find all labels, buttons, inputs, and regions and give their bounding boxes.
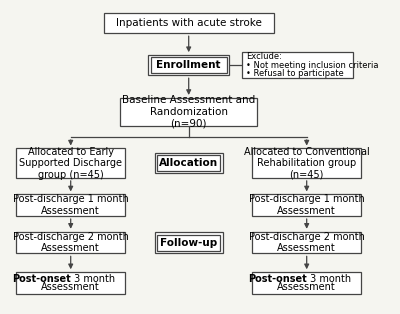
Text: Inpatients with acute stroke: Inpatients with acute stroke — [116, 18, 262, 28]
FancyBboxPatch shape — [16, 194, 125, 216]
FancyBboxPatch shape — [16, 232, 125, 253]
FancyBboxPatch shape — [252, 272, 361, 294]
Text: Baseline Assessment and
Randomization
(n=90): Baseline Assessment and Randomization (n… — [122, 95, 255, 128]
FancyBboxPatch shape — [252, 232, 361, 253]
Text: • Refusal to participate: • Refusal to participate — [246, 69, 344, 78]
FancyBboxPatch shape — [242, 52, 353, 78]
Text: Post-onset: Post-onset — [248, 274, 307, 284]
FancyBboxPatch shape — [154, 153, 223, 173]
Text: 3 month: 3 month — [71, 274, 115, 284]
Text: Allocated to Early
Supported Discharge
group (n=45): Allocated to Early Supported Discharge g… — [19, 147, 122, 180]
FancyBboxPatch shape — [157, 235, 220, 251]
Text: 3 month: 3 month — [307, 274, 351, 284]
FancyBboxPatch shape — [16, 272, 125, 294]
Text: Post-onset: Post-onset — [12, 274, 71, 284]
FancyBboxPatch shape — [252, 149, 361, 178]
Text: Post-discharge 2 month
Assessment: Post-discharge 2 month Assessment — [13, 232, 129, 253]
Text: Post-discharge 1 month
Assessment: Post-discharge 1 month Assessment — [13, 194, 128, 216]
Text: • Not meeting inclusion criteria: • Not meeting inclusion criteria — [246, 61, 378, 70]
Text: Exclude:: Exclude: — [246, 52, 282, 61]
Text: Assessment: Assessment — [41, 282, 100, 292]
Text: Allocation: Allocation — [159, 158, 218, 168]
FancyBboxPatch shape — [252, 194, 361, 216]
Text: Assessment: Assessment — [277, 282, 336, 292]
Text: Enrollment: Enrollment — [156, 60, 221, 70]
Text: Allocated to Conventional
Rehabilitation group
(n=45): Allocated to Conventional Rehabilitation… — [244, 147, 370, 180]
FancyBboxPatch shape — [104, 13, 274, 33]
Text: Post-discharge 1 month
Assessment: Post-discharge 1 month Assessment — [249, 194, 364, 216]
FancyBboxPatch shape — [157, 155, 220, 171]
FancyBboxPatch shape — [16, 149, 125, 178]
FancyBboxPatch shape — [154, 232, 223, 253]
Text: Post-discharge 2 month
Assessment: Post-discharge 2 month Assessment — [249, 232, 365, 253]
Text: Follow-up: Follow-up — [160, 238, 217, 247]
FancyBboxPatch shape — [148, 55, 229, 75]
FancyBboxPatch shape — [151, 57, 227, 73]
FancyBboxPatch shape — [120, 98, 257, 126]
